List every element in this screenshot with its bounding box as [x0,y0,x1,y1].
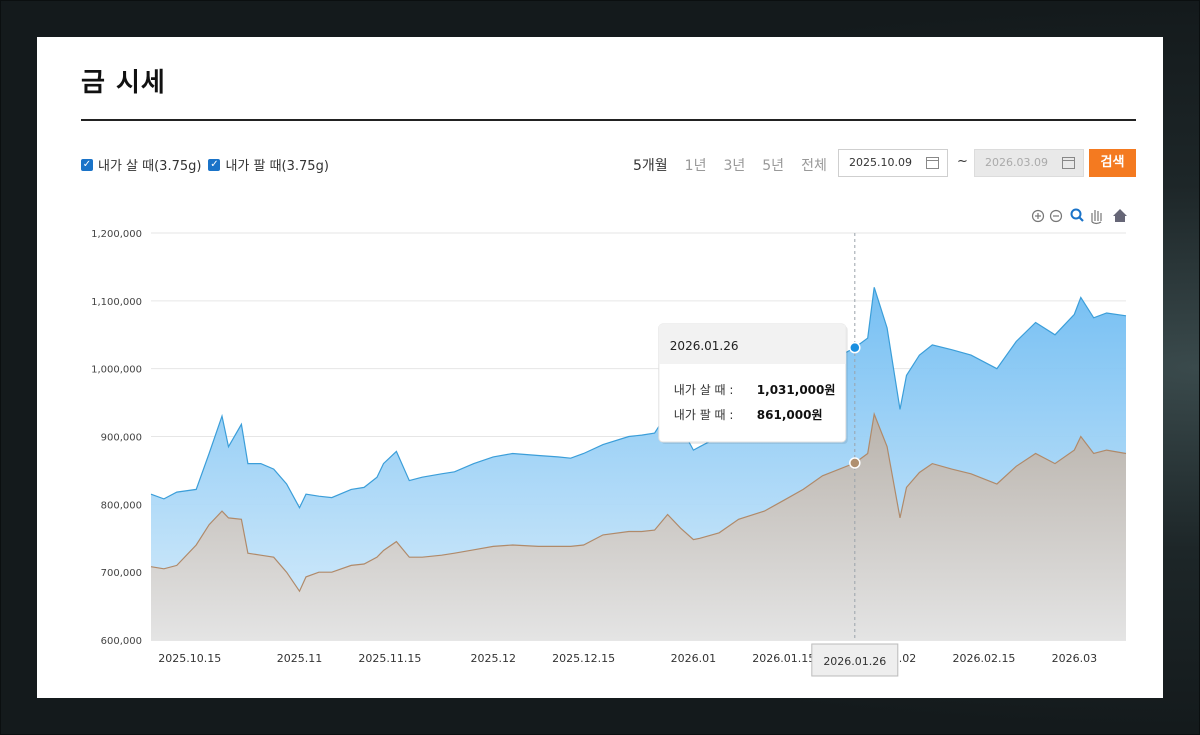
chart-toolbar [1031,208,1127,225]
tooltip-header [658,324,846,364]
date-from-value: 2025.10.09 [849,156,912,169]
home-icon[interactable] [1113,209,1127,222]
buy-marker [849,341,861,354]
calendar-icon[interactable] [926,157,939,169]
checkbox-sell-label[interactable]: 내가 팔 때(3.75g) [225,159,329,174]
period-5y[interactable]: 5년 [762,158,785,174]
period-5m[interactable]: 5개월 [633,158,668,174]
period-3y[interactable]: 3년 [723,158,746,174]
y-tick-label: 1,000,000 [91,365,142,376]
crosshair-label-box [811,643,899,677]
pan-hand-icon[interactable] [1091,210,1102,225]
x-tick-label: 2026.03 [1052,652,1098,665]
y-axis-labels: 600,000 700,000 800,000 900,000 1,000,000 1,1… [91,229,142,647]
tooltip-row-value: 1,031,000원 [757,383,836,397]
period-1y[interactable]: 1년 [684,158,707,174]
page-title: 금 시세 [81,68,166,98]
y-tick-label: 1,200,000 [91,229,142,240]
zoom-in-icon[interactable] [1031,209,1045,223]
crosshair-label: 2026.01.26 [823,655,886,668]
buy-line [150,287,1127,510]
checkbox-buy[interactable]: ✓ [81,158,93,171]
series-toggles: ✓ 내가 살 때(3.75g) ✓ 내가 팔 때(3.75g) [81,155,336,174]
magnifier-icon[interactable] [1070,208,1084,222]
x-tick-label: 2026.01 [671,652,717,665]
x-tick-label: 2025.10.15 [158,652,221,665]
y-tick-label: 900,000 [101,433,142,444]
y-tick-label: 800,000 [101,500,142,511]
price-chart: 2025.10.15 2025.11 2025.11.15 2025.12 2025.1… [91,208,1127,677]
tooltip-row-label: 내가 팔 때 : [674,408,734,422]
x-tick-label: 2025.12 [470,652,515,665]
date-from-input[interactable]: 2025.10.09 [838,149,948,177]
x-axis-labels: 2025.10.15 2025.11 2025.11.15 2025.12 2025.1… [158,652,1097,665]
y-tick-label: 1,100,000 [91,297,142,308]
y-tick-label: 700,000 [101,568,142,579]
chart-areas [150,287,1127,640]
sell-line [150,411,1127,593]
zoom-out-icon[interactable] [1049,209,1063,223]
x-tick-label: 2025.12.15 [552,652,615,665]
period-selector: 5개월 1년 3년 5년 전체 [633,155,844,175]
gold-price-panel: 금 시세 ✓ 내가 살 때(3.75g) ✓ 내가 팔 때(3.75g) 5개월… [37,37,1163,698]
x-tick-label: 2025.11 [277,652,323,665]
sell-marker [849,457,861,469]
checkbox-buy-label[interactable]: 내가 살 때(3.75g) [98,159,202,174]
calendar-icon[interactable] [1062,157,1075,169]
x-tick-label: 2026.01.15 [752,652,815,665]
date-range-tilde: ~ [957,154,968,169]
title-divider [81,119,1136,121]
date-to-value: 2026.03.09 [985,156,1048,169]
checkbox-sell[interactable]: ✓ [208,158,221,171]
y-tick-label: 600,000 [101,636,142,647]
tooltip-row-value: 861,000원 [757,408,823,422]
tooltip-date: 2026.01.26 [670,339,739,353]
period-all[interactable]: 전체 [801,158,827,174]
date-to-input[interactable]: 2026.03.09 [974,149,1084,177]
chart-overlay: 2026.01.26 2026.01.26 내가 살 때 : 1,031,000원내가… [658,233,899,677]
tooltip-row-label: 내가 살 때 : [674,383,734,397]
sell-area [151,414,1126,640]
search-button[interactable]: 검색 [1089,149,1136,177]
x-tick-label: 2025.11.15 [358,652,421,665]
x-tick-label: 2026.02.15 [952,652,1015,665]
